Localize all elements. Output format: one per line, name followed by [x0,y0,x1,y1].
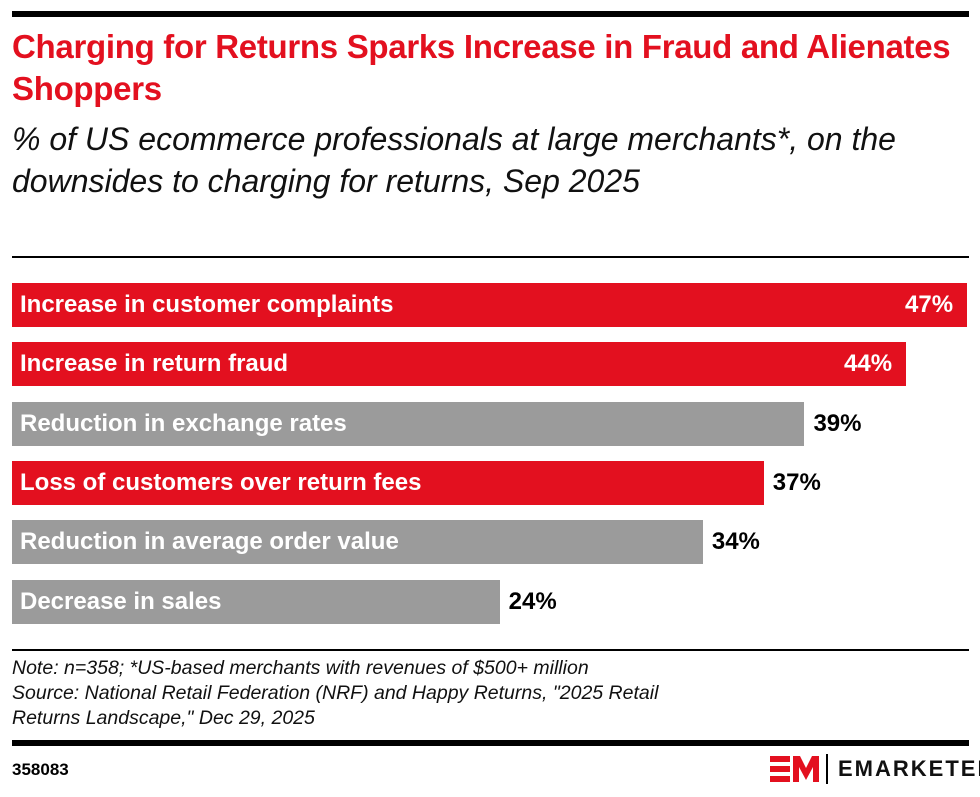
bar: Decrease in sales [12,579,500,624]
bar-value-label: 37% [772,468,821,496]
bar-category-label: Increase in return fraud [20,350,289,378]
bar-category-label: Reduction in exchange rates [20,409,347,437]
chart-id: 358083 [12,760,69,779]
em-logo-icon [770,756,819,782]
top-rule [12,11,969,17]
emarketer-logo: EMARKETER [770,752,980,786]
header-divider [12,256,969,258]
bar: Increase in return fraud [12,342,907,387]
bar-category-label: Decrease in sales [20,587,222,615]
chart-title: Charging for Returns Sparks Increase in … [12,28,951,107]
bar-value-label: 47% [905,291,954,318]
bar-value-label: 24% [508,587,557,615]
footer-divider [12,649,969,651]
bar: Loss of customers over return fees [12,460,764,505]
bar: Reduction in average order value [12,520,703,565]
logo-separator [826,754,828,784]
chart-subtitle: % of US ecommerce professionals at large… [12,121,896,199]
bar-category-label: Increase in customer complaints [20,291,394,318]
bottom-rule [12,740,969,746]
bar-category-label: Reduction in average order value [20,528,399,556]
bar-category-label: Loss of customers over return fees [20,468,422,496]
bar-value-label: 34% [711,528,760,556]
footnotes: Note: n=358; *US-based merchants with re… [12,656,972,731]
source-text: Source: National Retail Federation (NRF)… [12,682,659,729]
bar-value-label: 44% [844,350,893,378]
bar-value-label: 39% [813,409,862,437]
bar: Increase in customer complaints [12,283,967,327]
note-text: Note: n=358; *US-based merchants with re… [12,657,589,679]
logo-wordmark: EMARKETER [838,756,980,781]
bar: Reduction in exchange rates [12,401,805,446]
